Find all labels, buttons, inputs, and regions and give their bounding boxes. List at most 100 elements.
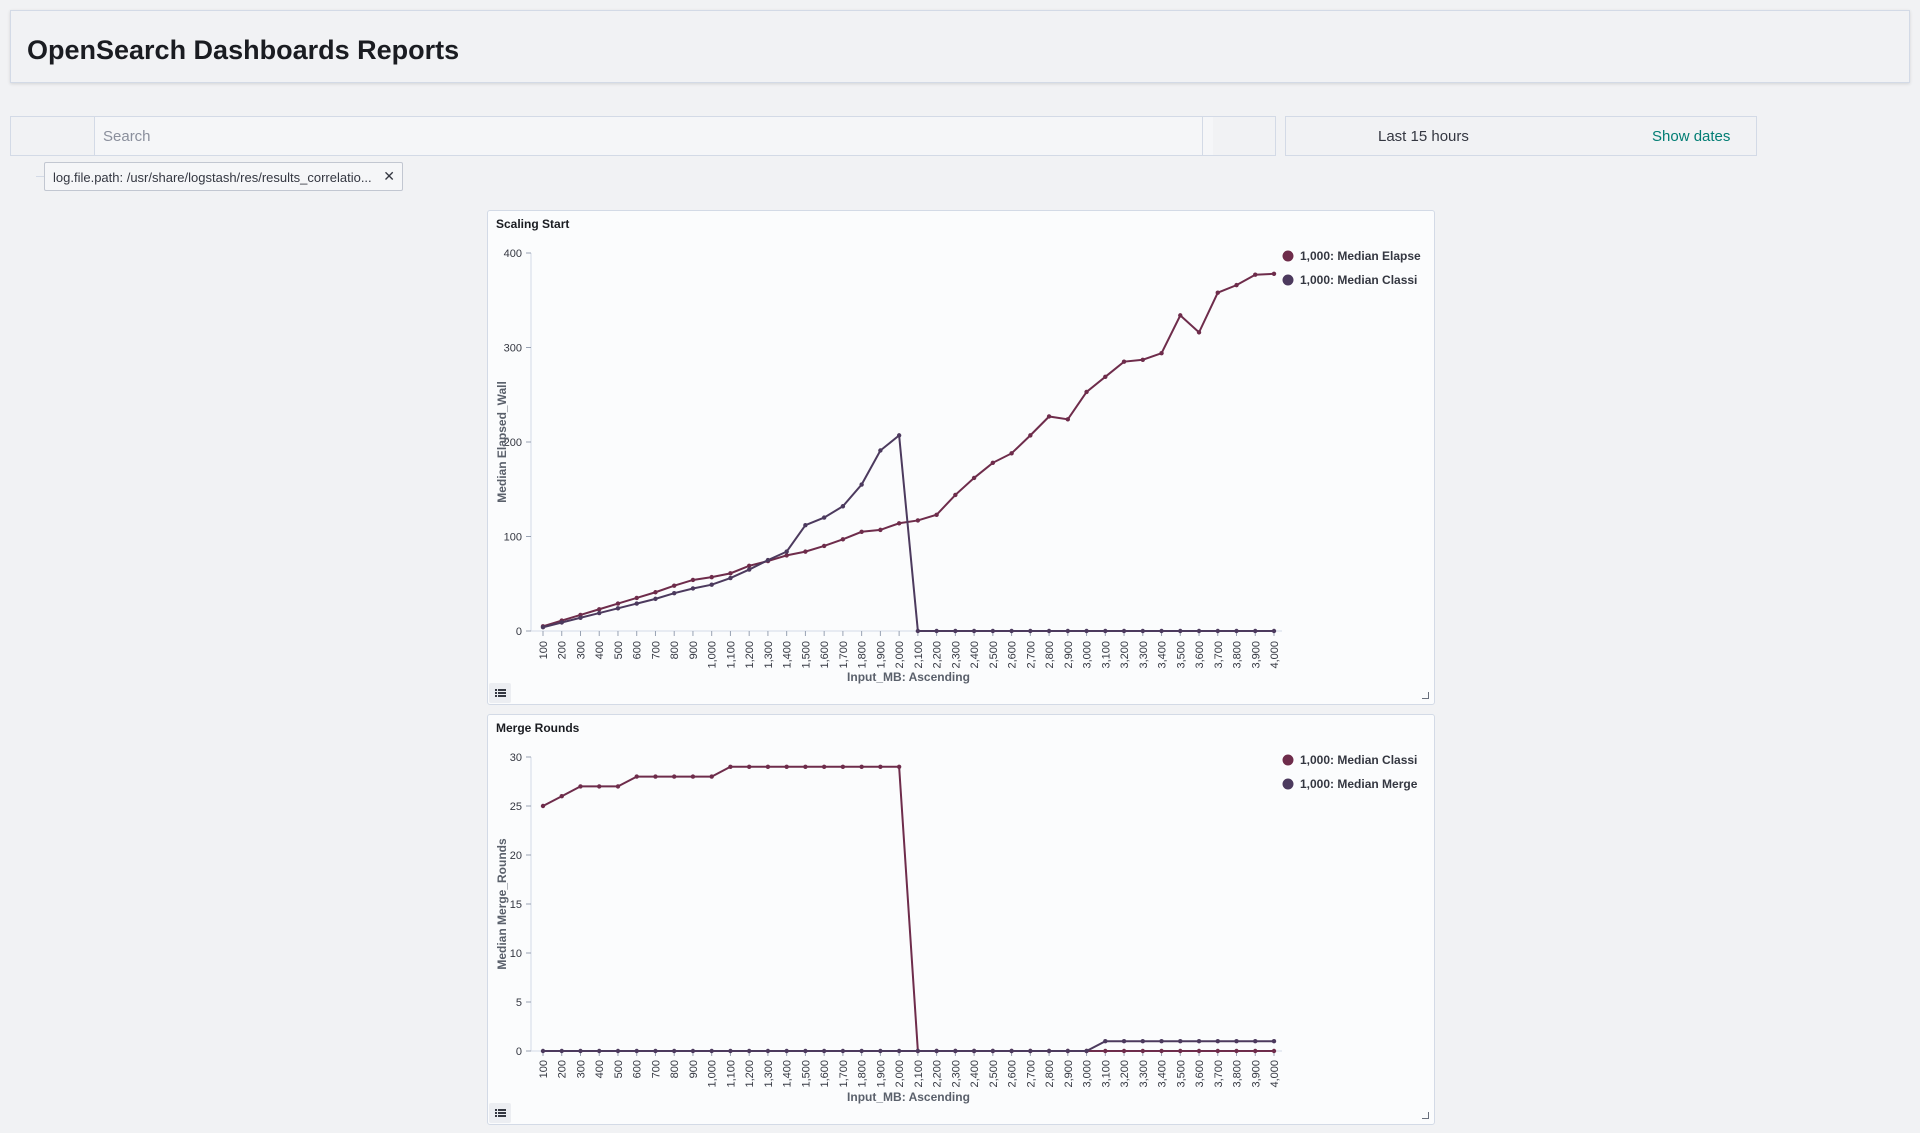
x-tick-label: 2,000 [894,641,906,669]
x-tick-label: 300 [575,1060,587,1078]
data-point [746,567,752,572]
x-tick-label: 2,700 [1025,641,1037,669]
data-point [1140,1048,1145,1054]
x-tick-label: 400 [594,1060,606,1078]
y-tick-label: 5 [516,997,522,1009]
list-icon[interactable] [489,1103,511,1123]
data-point [578,784,583,789]
data-point [784,553,789,558]
data-point [953,1048,958,1054]
data-point [934,512,939,517]
data-point [840,537,846,542]
data-point [1253,272,1258,277]
data-point [953,628,958,634]
x-tick-label: 2,300 [950,641,962,669]
legend-item: 1,000: Median Merge [1300,777,1418,791]
list-icon[interactable] [489,683,511,703]
data-point [990,628,996,634]
x-tick-label: 100 [538,641,550,659]
data-point [1271,1039,1277,1044]
panel-merge-rounds: 0 5 10 15 20 25 30 100 200 300 400 500 600 700 800 900 1… [487,714,1435,1125]
data-point [1009,1048,1014,1054]
data-point [1084,628,1089,634]
data-point [1159,628,1164,634]
search-input[interactable] [95,117,1213,155]
date-range-label[interactable]: Last 15 hours [1378,128,1469,145]
data-point [615,784,621,789]
data-point [859,764,864,769]
data-point [784,764,789,769]
data-point [746,1048,752,1054]
data-point [597,1048,602,1054]
data-point [1121,1048,1127,1054]
data-point [1046,414,1052,419]
x-tick-label: 1,700 [838,641,850,669]
data-point [690,774,696,779]
data-point [1028,433,1033,438]
query-bar [10,116,1276,156]
filter-pill[interactable]: log.file.path: /usr/share/logstash/res/r… [44,162,403,191]
data-point [1215,1048,1220,1054]
x-tick-label: 1,200 [744,641,756,669]
x-tick-label: 1,900 [875,1060,887,1088]
resize-handle-icon[interactable] [1422,1112,1429,1119]
y-tick-label: 20 [510,850,522,862]
data-point [840,504,846,509]
x-tick-label: 3,400 [1157,641,1169,669]
data-point [803,522,808,528]
chart-scaling-start: 0 100 200 300 400 100 200 300 400 500 600 700 800 900… [495,248,1421,684]
data-point [1196,1039,1202,1044]
data-point [1028,628,1033,634]
x-tick-label: 800 [669,641,681,659]
x-tick-label: 3,700 [1213,641,1225,669]
data-point [634,595,639,601]
data-point [1196,330,1202,335]
x-tick-label: 3,300 [1138,641,1150,669]
data-point [728,764,733,769]
close-icon[interactable]: ✕ [383,168,395,184]
data-point [915,518,921,523]
filter-pill-label[interactable]: log.file.path: /usr/share/logstash/res/r… [53,170,372,185]
x-tick-label: 3,900 [1250,641,1262,669]
query-options-button[interactable] [1202,117,1275,155]
resize-handle-icon[interactable] [1422,692,1429,699]
x-tick-label: 2,900 [1063,641,1075,669]
query-language-button[interactable] [11,117,95,155]
x-tick-label: 900 [688,1060,700,1078]
data-point [896,433,902,438]
y-tick-label: 300 [504,343,522,355]
data-point [709,774,714,779]
x-tick-label: 2,700 [1025,1060,1037,1088]
panel-title: Merge Rounds [496,721,580,735]
y-tick-label: 100 [504,532,522,544]
data-point [821,515,827,520]
x-tick-label: 1,900 [875,641,887,669]
show-dates-link[interactable]: Show dates [1652,128,1731,145]
data-point [709,1048,714,1054]
panel-scaling-start: 0 100 200 300 400 100 200 300 400 500 600 700 800 900… [487,210,1435,705]
data-point [896,521,902,526]
data-point [1159,1048,1164,1054]
x-tick-label: 1,600 [819,1060,831,1088]
x-tick-label: 100 [538,1060,550,1078]
data-point [540,803,546,809]
data-point [878,1048,883,1054]
filter-divider [36,176,46,177]
data-point [1103,1048,1108,1054]
x-tick-label: 1,500 [800,641,812,669]
x-tick-label: 3,600 [1194,641,1206,669]
date-picker: Last 15 hours Show dates [1285,116,1757,156]
x-tick-label: 3,200 [1119,641,1131,669]
x-tick-label: 2,200 [932,1060,944,1088]
x-tick-label: 2,000 [894,1060,906,1088]
x-tick-label: 3,600 [1194,1060,1206,1088]
data-point [1009,451,1014,456]
x-tick-label: 1,100 [725,641,737,669]
x-tick-label: 3,300 [1138,1060,1150,1088]
data-point [1121,359,1127,364]
x-tick-label: 3,800 [1232,1060,1244,1088]
x-tick-label: 800 [669,1060,681,1078]
page-title: OpenSearch Dashboards Reports [27,35,460,65]
data-point [597,610,602,616]
data-point [1234,282,1239,288]
